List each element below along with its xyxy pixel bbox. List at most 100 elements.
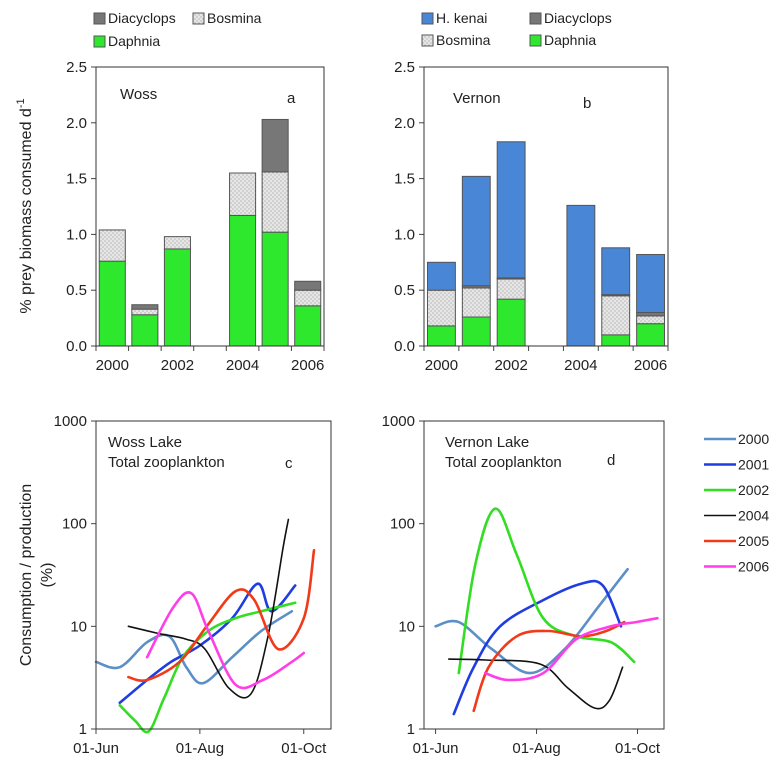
bar-daphnia-2000	[98, 260, 126, 347]
y-tick-label: 1	[407, 721, 415, 738]
series-line-2002	[457, 507, 636, 675]
series-line-2000	[94, 610, 294, 685]
bar-daphnia-2002	[163, 248, 191, 347]
y-tick-label: 2.0	[394, 115, 415, 132]
bar-bosmina-2000	[426, 289, 456, 327]
series-line-2006	[145, 591, 306, 690]
y-tick-label: 1.0	[66, 226, 87, 243]
y-tick-label: 100	[390, 516, 415, 533]
series-line-2001	[452, 579, 623, 716]
legend-label-diacyclops: Diacyclops	[544, 10, 612, 26]
y-tick-label: 1.5	[394, 171, 415, 188]
legend-swatch-bosmina	[421, 34, 434, 47]
x-tick-label: 01-Aug	[176, 740, 224, 757]
series-line-2004	[127, 518, 290, 699]
bar-hkenai-2002	[496, 141, 526, 279]
x-tick-label: 2004	[564, 357, 597, 374]
legend-swatch-daphnia	[93, 35, 106, 48]
y-tick-label: 2.5	[66, 59, 87, 76]
legend-label-2006: 2006	[738, 559, 769, 575]
legend-swatch-diacyclops	[93, 12, 106, 25]
bar-diacyclops-2005	[261, 118, 289, 173]
plot-frame	[423, 420, 665, 730]
y-tick-label: 10	[70, 618, 87, 635]
series-line-2006	[483, 616, 659, 682]
bar-bosmina-2002	[496, 278, 526, 300]
panel-b-vernon-bars: 0.0 0.5 1.0 1.5 2.0 2.5 2000 2002 2004 2006 Vernon…	[394, 10, 669, 374]
y-tick-label: 1.5	[66, 171, 87, 188]
series-line-2002	[118, 601, 297, 734]
y-tick-label: 100	[62, 516, 87, 533]
legend-label-2000: 2000	[738, 431, 769, 447]
bar-daphnia-2000	[426, 325, 456, 347]
bar-diacyclops-2006	[636, 312, 666, 317]
bar-bosmina-2005	[601, 295, 631, 336]
series-line-2000	[434, 567, 629, 675]
bar-daphnia-2005	[261, 231, 289, 347]
bar-daphnia-2005	[601, 334, 631, 347]
x-tick-label: 01-Jun	[73, 740, 119, 757]
panel-b-letter: b	[583, 95, 591, 112]
x-tick-label: 2000	[425, 357, 458, 374]
panel-a-letter: a	[287, 90, 296, 107]
plot-frame	[423, 66, 669, 347]
panel-b-lake-name: Vernon	[453, 90, 501, 107]
panel-d-vernon-lines: 1 10 100 1000 01-Jun 01-Aug 01-Oct Vernon Lake T…	[382, 413, 770, 757]
x-tick-label: 01-Aug	[512, 740, 560, 757]
bar-bosmina-2005	[261, 171, 289, 233]
legend-label-2002: 2002	[738, 482, 769, 498]
bar-daphnia-2002	[496, 298, 526, 347]
legend-label-bosmina: Bosmina	[207, 10, 262, 26]
x-tick-label: 01-Jun	[413, 740, 459, 757]
y-tick-label: 0.5	[394, 282, 415, 299]
y-axis-label-main: % prey biomass consumed d	[18, 108, 35, 313]
bar-daphnia-2006	[636, 323, 666, 347]
plot-frame	[95, 420, 332, 730]
panel-a-woss-bars: 0.0 0.5 1.0 1.5 2.0 2.5 2000 2002 2004 2006 Woss a%…	[15, 10, 325, 374]
panel-c-woss-lines: 1 10 100 1000 01-Jun 01-Aug 01-Oct Woss Lake Tot…	[18, 413, 332, 757]
y-axis-label: % prey biomass consumed d-1	[15, 98, 35, 313]
legend-label-2001: 2001	[738, 457, 769, 473]
y-tick-label: 0.0	[66, 338, 87, 355]
x-tick-label: 2002	[494, 357, 527, 374]
y-tick-label: 0.0	[394, 338, 415, 355]
x-tick-label: 2006	[634, 357, 667, 374]
y-tick-label: 1000	[54, 413, 87, 430]
y-tick-label: 1.0	[394, 226, 415, 243]
bar-bosmina-2001	[131, 308, 159, 316]
legend-label-hkenai: H. kenai	[436, 10, 487, 26]
bar-daphnia-2001	[131, 314, 159, 347]
bar-hkenai-2000	[426, 261, 456, 291]
panel-d-subtitle: Total zooplankton	[445, 454, 562, 471]
x-tick-label: 2006	[291, 357, 324, 374]
legend-label-daphnia: Daphnia	[544, 32, 596, 48]
bar-bosmina-2004	[229, 172, 257, 216]
y-tick-label: 1	[79, 721, 87, 738]
panel-c-lake-name: Woss Lake	[108, 434, 182, 451]
panel-c-subtitle: Total zooplankton	[108, 454, 225, 471]
legend-label-bosmina: Bosmina	[436, 32, 491, 48]
legend-label-daphnia: Daphnia	[108, 33, 160, 49]
bar-bosmina-2001	[461, 287, 491, 318]
panel-d-lake-name: Vernon Lake	[445, 434, 529, 451]
bar-hkenai-2004	[566, 204, 596, 347]
bar-daphnia-2006	[294, 305, 322, 347]
legend-swatch-diacyclops	[529, 12, 542, 25]
legend-label-2004: 2004	[738, 508, 769, 524]
bar-daphnia-2004	[229, 214, 257, 347]
panel-a-lake-name: Woss	[120, 86, 157, 103]
series-line-2004	[448, 658, 624, 710]
y-tick-label: 0.5	[66, 282, 87, 299]
bar-bosmina-2006	[636, 315, 666, 325]
series-line-2005	[472, 620, 626, 713]
bar-bosmina-2006	[294, 289, 322, 307]
bar-hkenai-2001	[461, 175, 491, 287]
bar-diacyclops-2001	[131, 304, 159, 310]
y-axis-label-superscript: -1	[15, 98, 27, 108]
bar-hkenai-2005	[601, 247, 631, 296]
panel-d-letter: d	[607, 452, 615, 469]
legend-swatch-bosmina	[192, 12, 205, 25]
legend-label-diacyclops: Diacyclops	[108, 10, 176, 26]
legend-swatch-daphnia	[529, 34, 542, 47]
